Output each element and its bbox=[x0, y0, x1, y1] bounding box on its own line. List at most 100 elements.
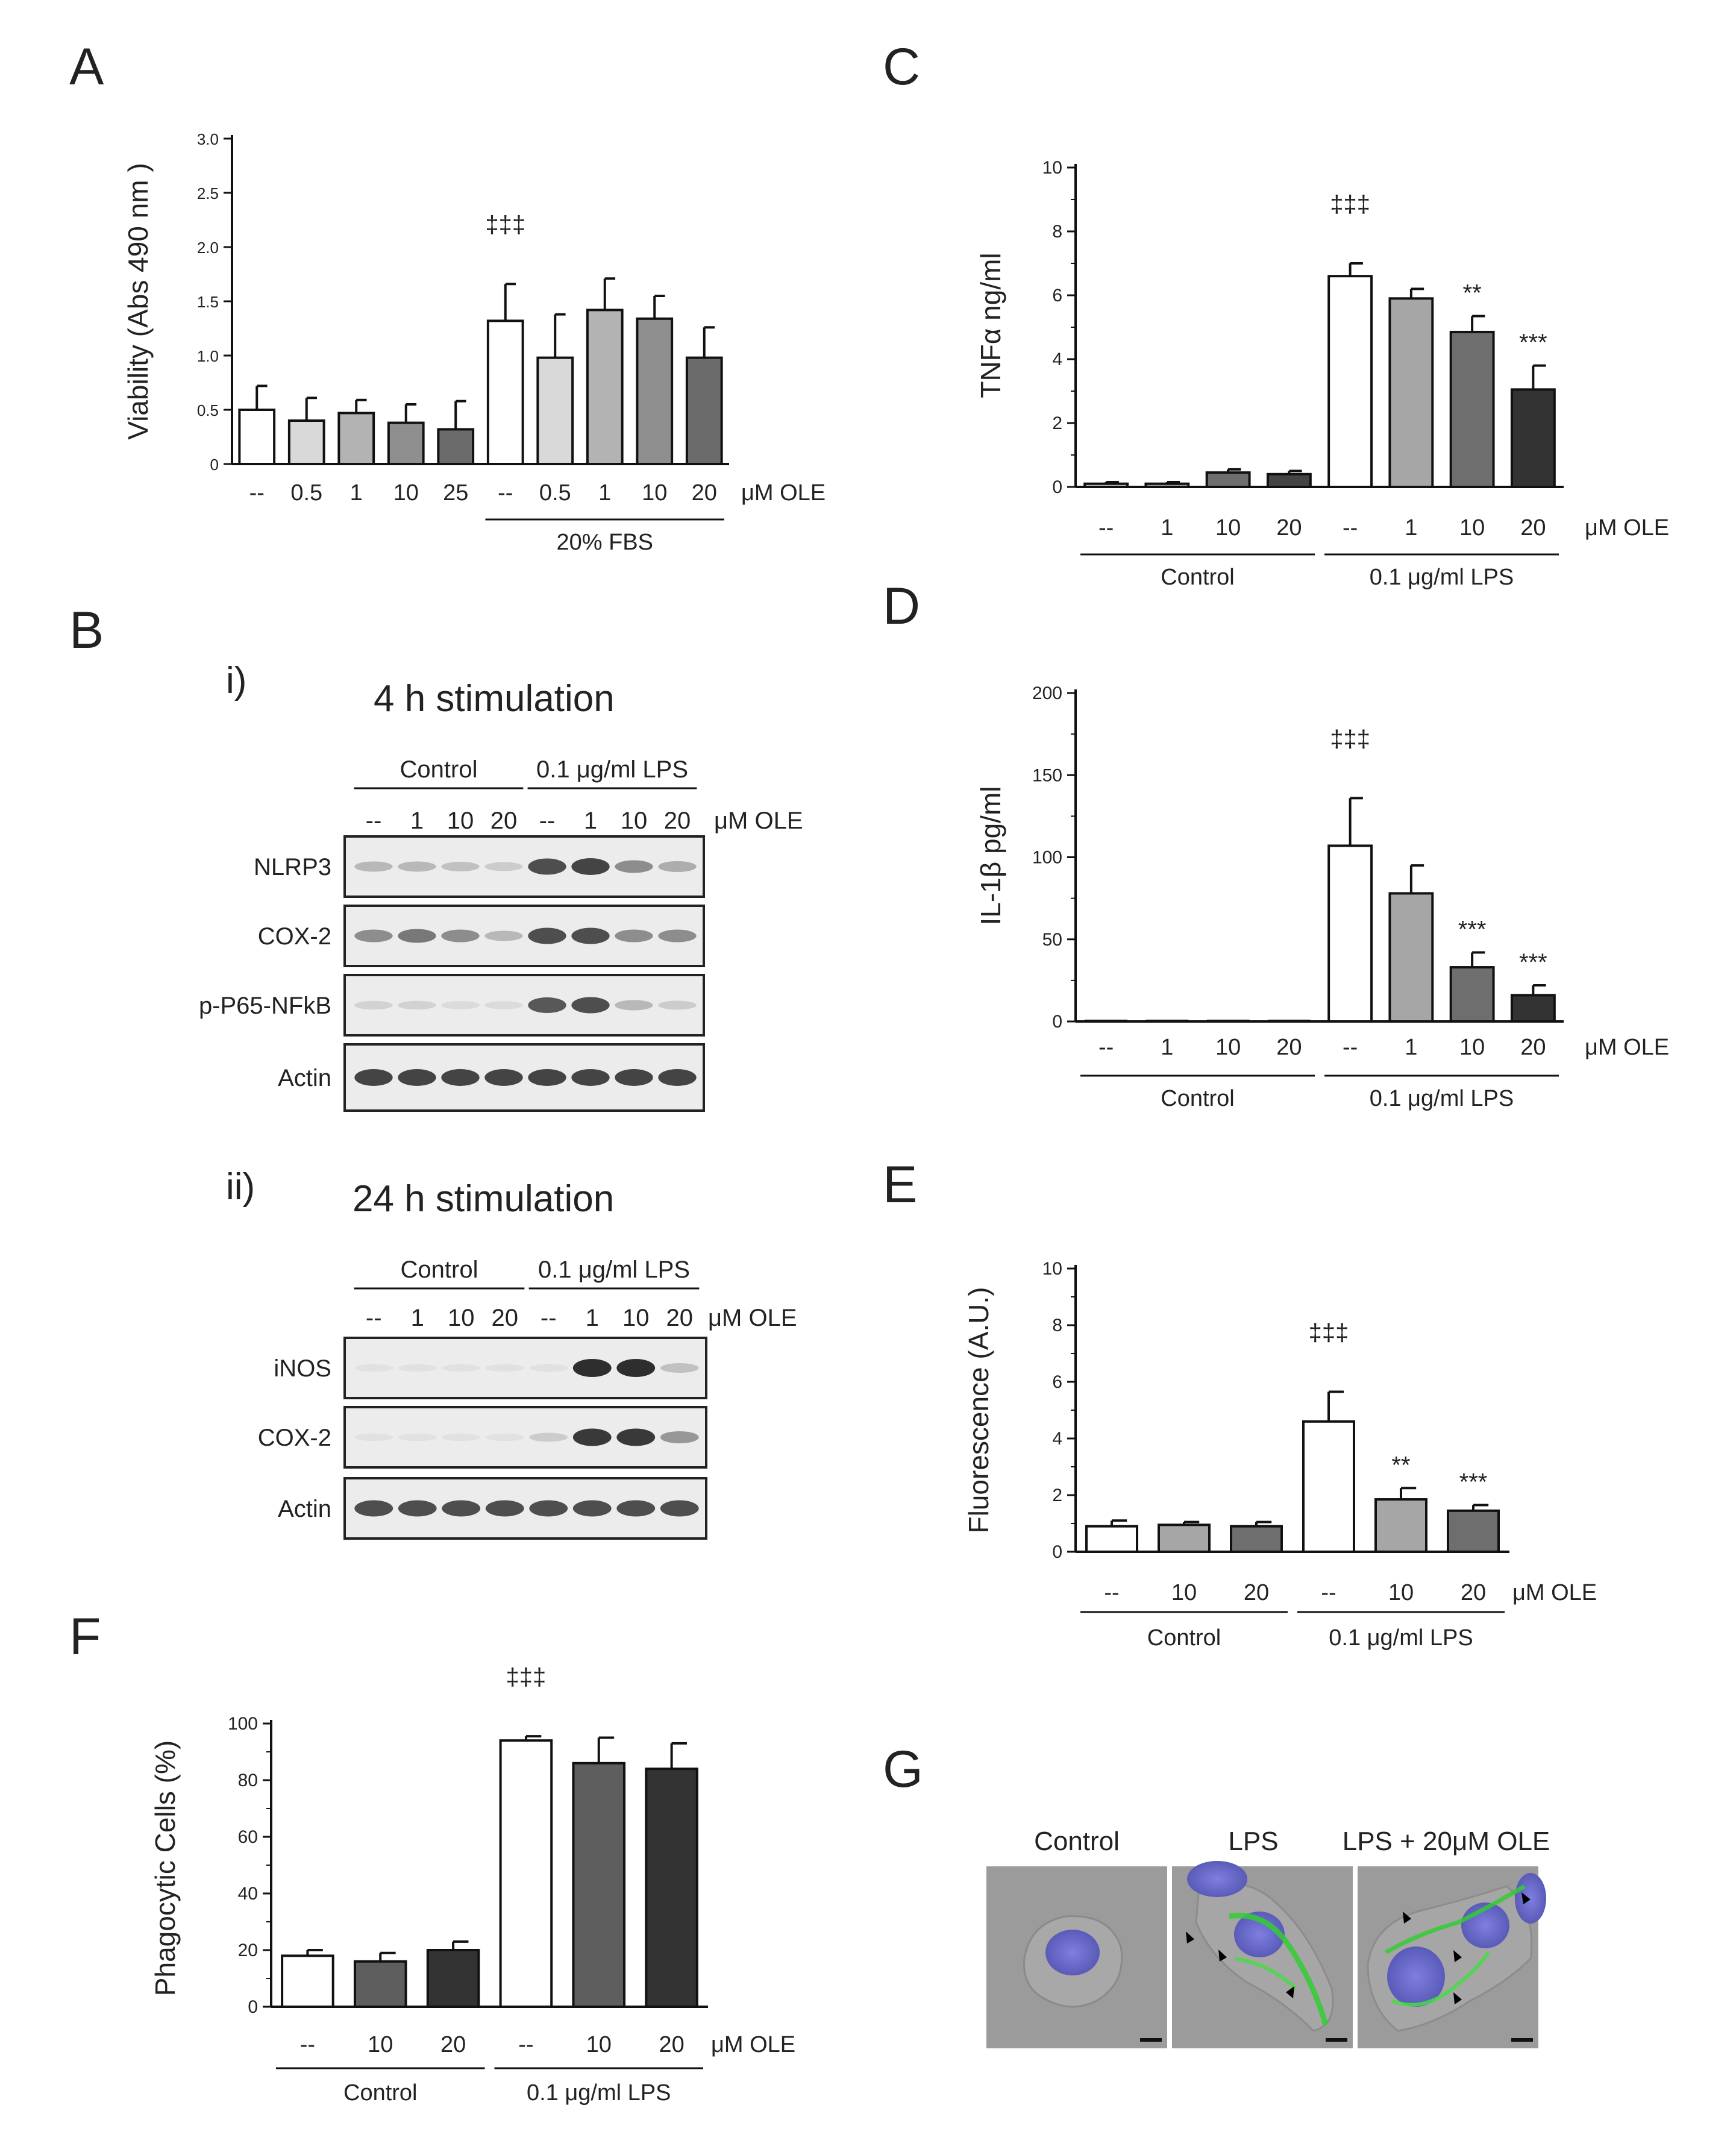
bar bbox=[685, 356, 723, 465]
y-tick-label: 10 bbox=[1042, 158, 1062, 178]
y-axis-label: TNFα ng/ml bbox=[975, 253, 1006, 398]
group-label: 0.1 μg/ml LPS bbox=[1370, 565, 1514, 590]
x-category-label: 10 bbox=[642, 480, 667, 506]
unit-label: μM OLE bbox=[741, 480, 826, 506]
blot-band bbox=[398, 861, 436, 872]
significance-marker: ‡‡‡ bbox=[506, 1664, 547, 1690]
panel-letter-g: G bbox=[883, 1740, 923, 1798]
blot-control-label: Control bbox=[401, 1256, 478, 1283]
y-tick-label: 100 bbox=[228, 1714, 258, 1734]
x-category-label: 1 bbox=[1405, 515, 1417, 541]
bar bbox=[353, 1960, 407, 2009]
bar bbox=[1085, 1525, 1138, 1553]
blot-band bbox=[660, 1500, 699, 1517]
x-category-label: 10 bbox=[1459, 515, 1485, 541]
blot-unit-label: μM OLE bbox=[708, 1305, 797, 1331]
blot-band bbox=[528, 927, 566, 944]
x-category-label: 1 bbox=[350, 480, 363, 506]
micrograph-lps-ole bbox=[1358, 1866, 1546, 2048]
group-label: Control bbox=[1147, 1625, 1221, 1651]
x-category-label: -- bbox=[1098, 515, 1114, 541]
bar bbox=[572, 1761, 626, 2009]
blot-band bbox=[354, 929, 393, 943]
bar bbox=[1449, 966, 1495, 1023]
x-category-label: -- bbox=[1321, 1580, 1336, 1605]
x-category-label: 10 bbox=[1215, 1035, 1241, 1060]
bar bbox=[1388, 297, 1434, 488]
blot-row-label: Actin bbox=[278, 1496, 331, 1522]
y-tick-label: 0 bbox=[1052, 1012, 1062, 1032]
x-category-label: 10 bbox=[393, 480, 419, 506]
y-tick-label: 100 bbox=[1032, 848, 1062, 868]
blot-band bbox=[441, 929, 480, 943]
x-category-label: -- bbox=[249, 480, 265, 506]
blot-unit-label: μM OLE bbox=[714, 808, 803, 834]
blot-band bbox=[441, 1001, 480, 1009]
bar bbox=[536, 356, 574, 465]
blot-control-label: Control bbox=[400, 756, 478, 783]
significance-marker: ‡‡‡ bbox=[1330, 191, 1370, 218]
blot-band bbox=[485, 1500, 524, 1517]
group-label: Control bbox=[1161, 565, 1235, 590]
y-tick-label: 6 bbox=[1052, 1372, 1062, 1392]
y-tick-label: 50 bbox=[1042, 930, 1062, 950]
y-tick-label: 4 bbox=[1052, 350, 1062, 369]
y-tick-label: 2 bbox=[1052, 1485, 1062, 1505]
y-tick-label: 3.0 bbox=[197, 130, 219, 148]
y-tick-label: 0 bbox=[1052, 477, 1062, 497]
unit-label: μM OLE bbox=[1585, 515, 1669, 541]
micrograph-title-control: Control bbox=[1034, 1827, 1120, 1856]
micrograph-panel: Control LPS LPS + 20μM OLE bbox=[986, 1827, 1550, 2048]
panel-letter-e: E bbox=[883, 1156, 917, 1214]
y-tick-label: 0 bbox=[1052, 1542, 1062, 1562]
x-category-label: 1 bbox=[1161, 515, 1173, 541]
blot-row-label: p-P65-NFkB bbox=[199, 993, 331, 1019]
x-category-label: 20 bbox=[659, 2032, 684, 2057]
bar bbox=[387, 421, 425, 465]
blot-band bbox=[441, 862, 480, 871]
blot-band bbox=[529, 1500, 568, 1517]
x-category-label: -- bbox=[1343, 515, 1358, 541]
y-tick-label: 1.0 bbox=[197, 347, 219, 365]
blot-band bbox=[354, 861, 393, 872]
x-category-label: -- bbox=[1098, 1035, 1114, 1060]
blot-lane-label: 20 bbox=[490, 808, 518, 834]
blot-lane-label: 1 bbox=[584, 808, 597, 834]
panel-letter-c: C bbox=[883, 38, 920, 96]
blot-band bbox=[528, 997, 566, 1013]
bar bbox=[281, 1954, 334, 2008]
blot-roman-label: ii) bbox=[226, 1166, 255, 1208]
y-tick-label: 6 bbox=[1052, 286, 1062, 306]
group-label: 0.1 μg/ml LPS bbox=[1370, 1086, 1514, 1111]
bar bbox=[1388, 892, 1434, 1023]
blot-band bbox=[442, 1433, 481, 1441]
blot-band bbox=[528, 858, 566, 875]
blot-band bbox=[398, 1000, 436, 1010]
blot-lane-label: 1 bbox=[586, 1305, 599, 1331]
x-category-label: -- bbox=[300, 2032, 315, 2057]
panel-letter-a: A bbox=[69, 38, 104, 96]
micrograph-control bbox=[986, 1866, 1167, 2048]
bar bbox=[437, 428, 475, 466]
significance-marker: ‡‡‡ bbox=[1330, 726, 1370, 752]
blot-band bbox=[354, 1000, 393, 1010]
panel-letter-b: B bbox=[69, 601, 104, 659]
blot-band bbox=[658, 861, 697, 872]
significance-marker: *** bbox=[1458, 917, 1487, 943]
x-category-label: 10 bbox=[1459, 1035, 1485, 1060]
blot-lane-label: 10 bbox=[622, 1305, 650, 1331]
y-tick-label: 2.5 bbox=[197, 184, 219, 202]
blot-band bbox=[571, 927, 610, 944]
x-category-label: 20 bbox=[1461, 1580, 1486, 1605]
x-category-label: 25 bbox=[443, 480, 468, 506]
bar bbox=[426, 1949, 480, 2008]
y-tick-label: 20 bbox=[238, 1940, 258, 1960]
bar bbox=[1266, 472, 1312, 488]
x-category-label: 20 bbox=[692, 480, 717, 506]
blot-lps-label: 0.1 μg/ml LPS bbox=[536, 756, 688, 783]
bar bbox=[1327, 275, 1373, 488]
group-label: 20% FBS bbox=[556, 530, 653, 555]
y-tick-label: 10 bbox=[1042, 1259, 1062, 1279]
micrograph-lps bbox=[1172, 1861, 1353, 2048]
